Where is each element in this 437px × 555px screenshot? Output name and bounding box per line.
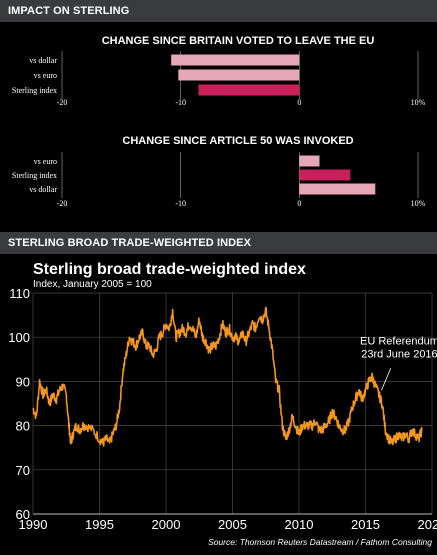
line-chart-subtitle: Index, January 2005 = 100 (33, 279, 152, 290)
x-tick-label: 0 (297, 199, 301, 208)
category-label: vs euro (34, 71, 57, 80)
trade-weighted-section-header: STERLING BROAD TRADE-WEIGHTED INDEX (0, 232, 437, 254)
x-tick-label: 2005 (218, 517, 247, 532)
y-tick-label: 70 (16, 463, 30, 478)
x-tick-label: 1990 (19, 517, 48, 532)
category-label: vs euro (34, 157, 57, 166)
x-tick-label: 2000 (152, 517, 181, 532)
x-tick-label: -20 (57, 98, 68, 107)
bar-chart-eu-vote: -20 -10 0 10% vs dollar vs euro Sterling index (12, 51, 426, 107)
x-tick-label: 10% (411, 98, 426, 107)
x-tick-label: -10 (175, 199, 186, 208)
annotation-arrow (381, 367, 392, 391)
bar-vs-dollar (299, 183, 376, 195)
x-tick-label: 10% (411, 199, 426, 208)
category-label: vs dollar (29, 185, 57, 194)
chart-title-article-50: CHANGE SINCE ARTICLE 50 WAS INVOKED (122, 135, 353, 147)
category-label: Sterling index (12, 171, 57, 180)
y-tick-label: 90 (16, 374, 30, 389)
bar-charts-panel: CHANGE SINCE BRITAIN VOTED TO LEAVE THE … (0, 22, 437, 232)
y-tick-label: 80 (16, 419, 30, 434)
x-tick-label: -10 (175, 98, 186, 107)
y-tick-label: 100 (8, 330, 30, 345)
bar-vs-dollar (171, 54, 300, 66)
x-tick-label: 2015 (351, 517, 380, 532)
bar-sterling-index (299, 169, 351, 181)
line-chart-svg: Sterling broad trade-weighted index Inde… (8, 261, 437, 547)
chart-title-eu-vote: CHANGE SINCE BRITAIN VOTED TO LEAVE THE … (102, 35, 375, 47)
line-chart-panel: Sterling broad trade-weighted index Inde… (0, 254, 437, 555)
annotation-line1: EU Referendum (360, 336, 437, 348)
y-tick-label: 110 (9, 286, 30, 301)
line-series-sterling-index (32, 306, 423, 447)
y-tick-label: 60 (16, 507, 30, 522)
bar-vs-euro (299, 155, 320, 167)
source-note: Source: Thomson Reuters Datastream / Fat… (208, 537, 432, 547)
x-tick-label: 2010 (285, 517, 314, 532)
category-label: Sterling index (12, 86, 57, 95)
x-tick-label: 0 (297, 98, 301, 107)
bar-vs-euro (178, 69, 300, 81)
annotation-line2: 23rd June 2016 (361, 349, 437, 361)
line-chart-grid (32, 292, 433, 515)
category-label: vs dollar (29, 56, 57, 65)
line-chart-title: Sterling broad trade-weighted index (33, 261, 306, 278)
bar-sterling-index (198, 84, 300, 96)
line-chart-ticks: 60 70 80 90 100 110 1990 1995 2000 2005 2010 2015 20… (8, 286, 437, 532)
bar-charts-svg: CHANGE SINCE BRITAIN VOTED TO LEAVE THE … (12, 35, 426, 208)
x-tick-label: -20 (57, 199, 68, 208)
bar-chart-article-50: -20 -10 0 10% vs euro Sterling index vs dollar (12, 152, 426, 208)
x-tick-label: 1995 (85, 517, 114, 532)
x-tick-label: 2020 (418, 517, 437, 532)
impact-section-header: IMPACT ON STERLING (0, 0, 437, 22)
